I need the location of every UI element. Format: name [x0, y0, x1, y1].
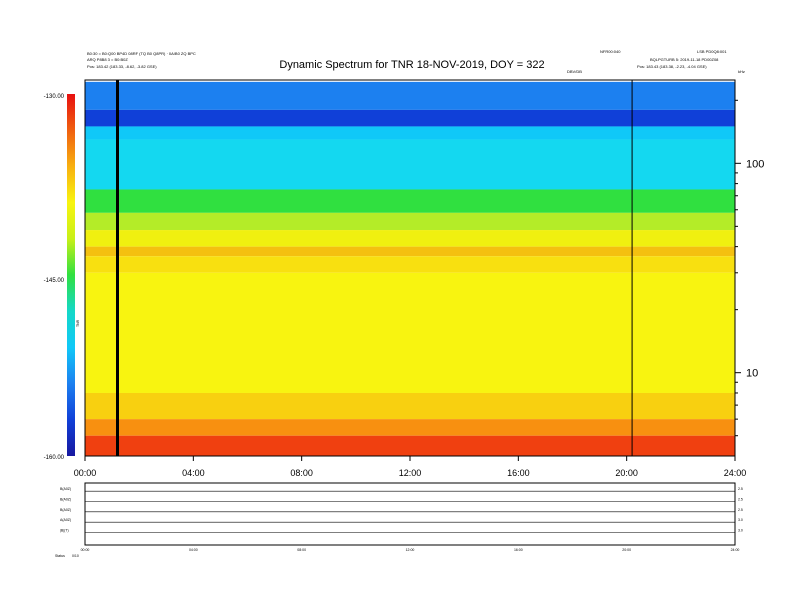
frequency-band	[85, 246, 735, 257]
freq-tick-label: 10	[746, 368, 758, 380]
lower-time-tick-label: 24:00	[731, 548, 740, 552]
frequency-band	[85, 212, 735, 231]
lower-row-label: B(A0Z)	[60, 487, 71, 491]
frequency-band	[85, 256, 735, 273]
lower-time-tick-label: 20:00	[622, 548, 631, 552]
mid-tag: DBV/DB	[567, 69, 582, 74]
header-meta-line2: ARQ P8B8 3 = B0:B0Z	[87, 57, 128, 62]
frequency-band	[85, 392, 735, 420]
unit-tag: kHz	[738, 69, 745, 74]
time-tick-label: 20:00	[615, 468, 638, 478]
frequency-band	[85, 230, 735, 247]
lower-time-tick-label: 04:00	[189, 548, 198, 552]
freq-tick-label: 100	[746, 158, 764, 170]
header-meta-line1: B0:30 = B0:Q00 BP4D 08RF (TQ B0 Q8PR) · …	[87, 51, 196, 56]
lower-row-right-label: 3.0	[738, 529, 743, 533]
lower-time-tick-label: 00:00	[81, 548, 90, 552]
frequency-band	[85, 139, 735, 190]
header-meta-right-b: LSB PD0Q8:001	[697, 49, 727, 54]
chart-title: Dynamic Spectrum for TNR 18-NOV-2019, DO…	[279, 59, 544, 71]
lower-row-label: |B|(T)	[60, 529, 69, 533]
header-meta-right-a: NFR00:040	[600, 49, 621, 54]
lower-row-label: B(A0Z)	[60, 508, 71, 512]
time-tick-label: 16:00	[507, 468, 530, 478]
colorbar-tick-mid: -145.00	[44, 278, 65, 284]
status-value: 0/10	[72, 554, 79, 558]
status-label: Status	[55, 554, 65, 558]
lower-row-right-label: 2.5	[738, 508, 743, 512]
frequency-band	[85, 272, 735, 393]
time-axis: 00:00 04:00 08:00 12:00 16:00 20:00 24:00	[74, 456, 747, 478]
time-tick-label: 00:00	[74, 468, 97, 478]
frequency-band	[85, 81, 735, 110]
spectrogram	[85, 80, 735, 456]
lower-row-label: B(A0Z)	[60, 498, 71, 502]
colorbar: -130.00 -145.00 -160.00 TNR	[44, 94, 80, 461]
colorbar-tick-top: -130.00	[44, 94, 65, 100]
colorbar-tick-bottom: -160.00	[44, 455, 65, 461]
lower-panel-frame	[84, 482, 736, 546]
colorbar-axis-tag: TNR	[76, 319, 80, 327]
lower-panel: B(A0Z) 2.5 B(A0Z) 2.5 B(A0Z) 2.5 A(A0Z) 3.0 |B|(…	[60, 482, 743, 552]
lower-time-tick-label: 16:00	[514, 548, 523, 552]
lower-time-tick-label: 12:00	[406, 548, 415, 552]
time-tick-label: 24:00	[724, 468, 747, 478]
frequency-band	[85, 109, 735, 127]
lower-row-label: A(A0Z)	[60, 518, 71, 522]
position-start: Pos: 183.42 (183.33, -8.62, -3.82 GSE)	[87, 64, 157, 69]
lower-row-right-label: 2.5	[738, 498, 743, 502]
frequency-band	[85, 435, 735, 456]
frequency-band	[85, 126, 735, 140]
lower-row-right-label: 3.0	[738, 518, 743, 522]
frequency-band	[85, 189, 735, 213]
time-tick-label: 08:00	[290, 468, 313, 478]
position-end: Pos: 183.43 (183.38, -2.23, -4.04 GSE)	[637, 64, 707, 69]
frequency-band	[85, 419, 735, 436]
header-meta-right-c: BQLPGTURB 5: 2019-11-18 PD00Z08	[650, 57, 719, 62]
colorbar-bar	[67, 94, 75, 456]
frequency-axis: 100 10	[735, 99, 764, 437]
lower-row-right-label: 2.5	[738, 487, 743, 491]
time-tick-label: 12:00	[399, 468, 422, 478]
lower-time-tick-label: 08:00	[297, 548, 306, 552]
time-tick-label: 04:00	[182, 468, 205, 478]
